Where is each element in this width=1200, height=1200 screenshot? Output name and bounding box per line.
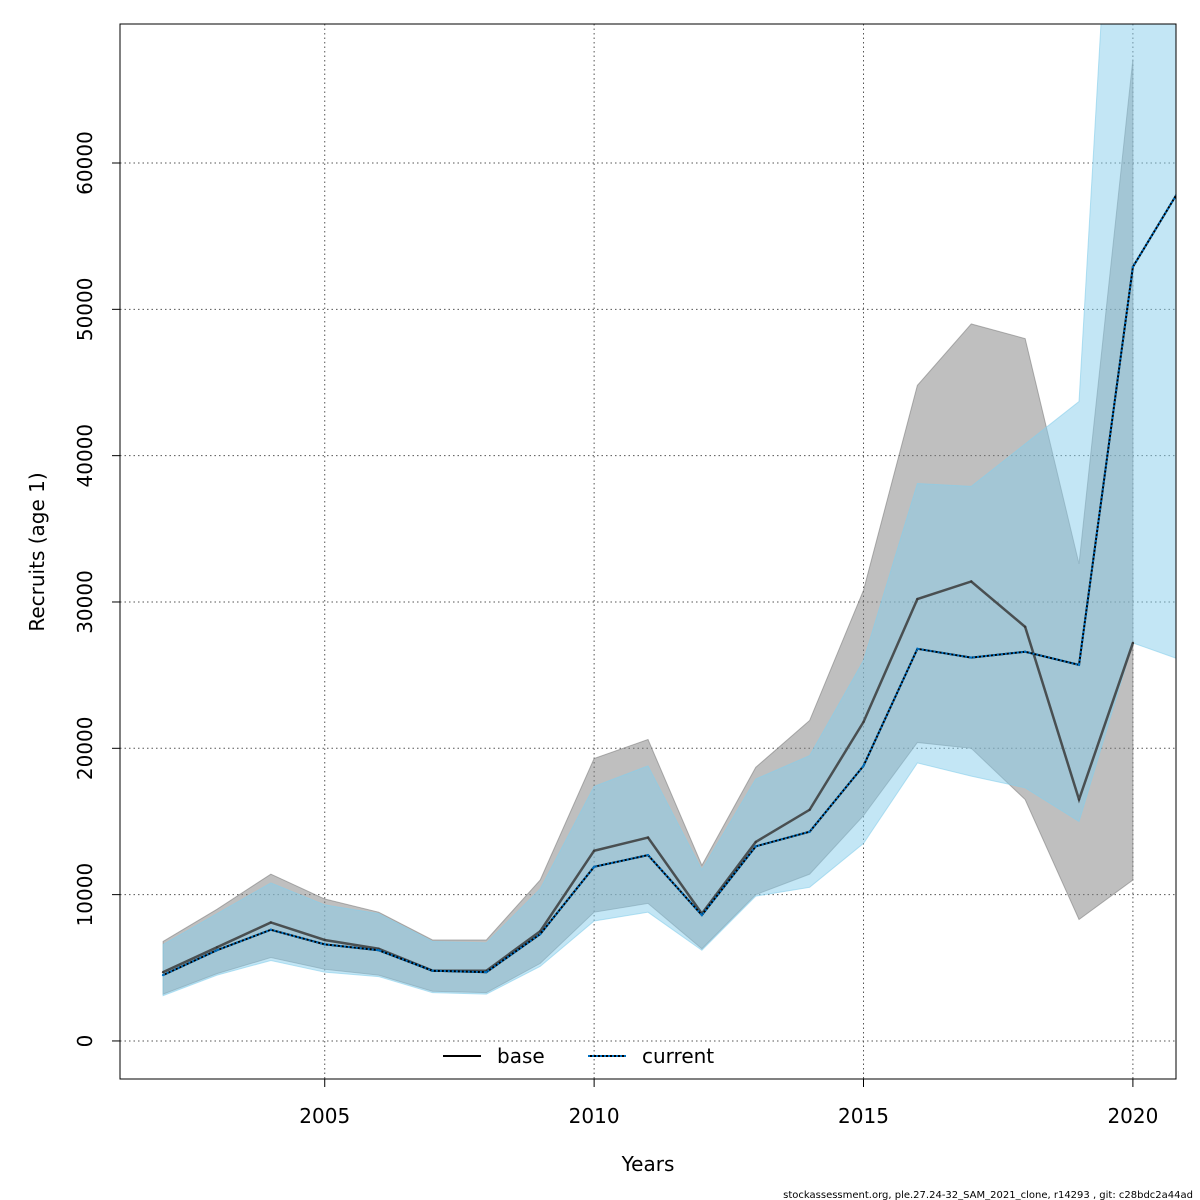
series-lines [161,176,1188,977]
y-tick-label-50000: 50000 [73,278,97,342]
point-current-2012 [700,913,704,917]
confidence-bands [162,24,1176,997]
legend-label-current: current [642,1044,714,1068]
point-current-2006 [377,949,380,952]
x-axis: 2005 2010 2015 2020 [299,1079,1158,1128]
point-current-2018 [1023,650,1027,653]
point-current-2015 [862,764,865,768]
point-base-2019 [1077,798,1081,801]
legend: base current [443,1044,714,1068]
point-base-2002 [161,970,165,974]
x-tick-label-2010: 2010 [569,1104,620,1128]
point-base-2011 [646,836,650,839]
point-current-2014 [808,830,811,833]
point-base-2005 [323,938,326,942]
x-axis-title: Years [621,1152,675,1176]
point-current-2021 [1186,176,1188,178]
point-base-2015 [862,720,865,724]
point-base-2004 [269,921,273,924]
point-base-2003 [215,946,219,949]
point-base-2013 [754,840,757,844]
point-current-2013 [754,845,757,848]
plot-frame [119,23,1177,1080]
point-base-2014 [808,808,811,811]
x-tick-label-2020: 2020 [1107,1104,1158,1128]
point-base-2010 [592,849,596,852]
point-current-2010 [592,865,596,869]
point-current-2011 [646,853,650,857]
point-current-2005 [323,943,326,946]
y-tick-label-10000: 10000 [73,863,97,927]
point-current-2007 [431,969,434,972]
y-tick-label-60000: 60000 [73,131,97,195]
band-current [162,24,1176,997]
y-axis: 0 10000 20000 30000 40000 50000 60000 [73,131,120,1047]
y-tick-label-20000: 20000 [73,716,97,780]
point-current-2017 [970,656,973,659]
point-current-2020 [1131,265,1135,269]
footer-note: stockassessment.org, ple.27.24-32_SAM_20… [783,1190,1193,1200]
point-current-2002 [161,973,165,977]
point-current-2003 [215,949,219,952]
point-current-2016 [916,647,919,651]
point-base-2020 [1131,641,1135,645]
x-tick-label-2005: 2005 [299,1104,350,1128]
point-current-2008 [485,970,488,974]
point-base-2017 [970,580,973,583]
legend-label-base: base [497,1044,545,1068]
point-current-2004 [269,928,273,931]
point-current-2009 [539,932,542,936]
y-tick-label-0: 0 [73,1035,97,1048]
line-current [162,193,1176,977]
point-base-2016 [916,597,919,601]
point-base-2018 [1023,625,1027,629]
y-axis-title: Recruits (age 1) [25,472,49,631]
y-tick-label-40000: 40000 [73,424,97,488]
y-tick-label-30000: 30000 [73,570,97,634]
point-current-2019 [1077,663,1081,667]
x-tick-label-2015: 2015 [838,1104,889,1128]
